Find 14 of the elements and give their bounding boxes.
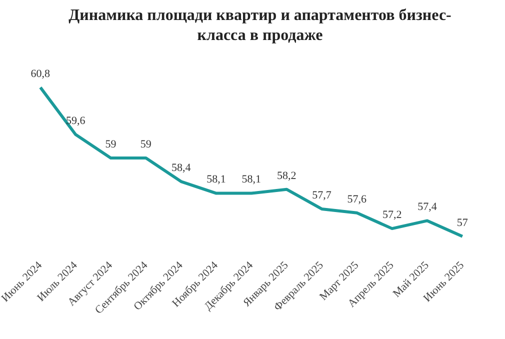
data-label: 58,2 — [276, 170, 296, 182]
data-label: 58,1 — [206, 174, 226, 186]
data-label: 59,6 — [66, 114, 86, 127]
data-label: 57,7 — [312, 189, 332, 202]
data-label: 57,4 — [418, 201, 438, 214]
data-label: 58,4 — [171, 162, 192, 174]
data-label: 57,6 — [347, 193, 368, 206]
data-label: 59 — [140, 138, 152, 150]
data-label: 60,8 — [30, 68, 51, 80]
data-label: 57,2 — [382, 208, 402, 221]
data-label: 59 — [105, 138, 117, 150]
data-label: 58,1 — [242, 174, 262, 186]
data-label: 57 — [456, 216, 468, 229]
chart-title: Динамика площади квартир и апартаментов бизнес-класса в продаже — [68, 6, 452, 46]
